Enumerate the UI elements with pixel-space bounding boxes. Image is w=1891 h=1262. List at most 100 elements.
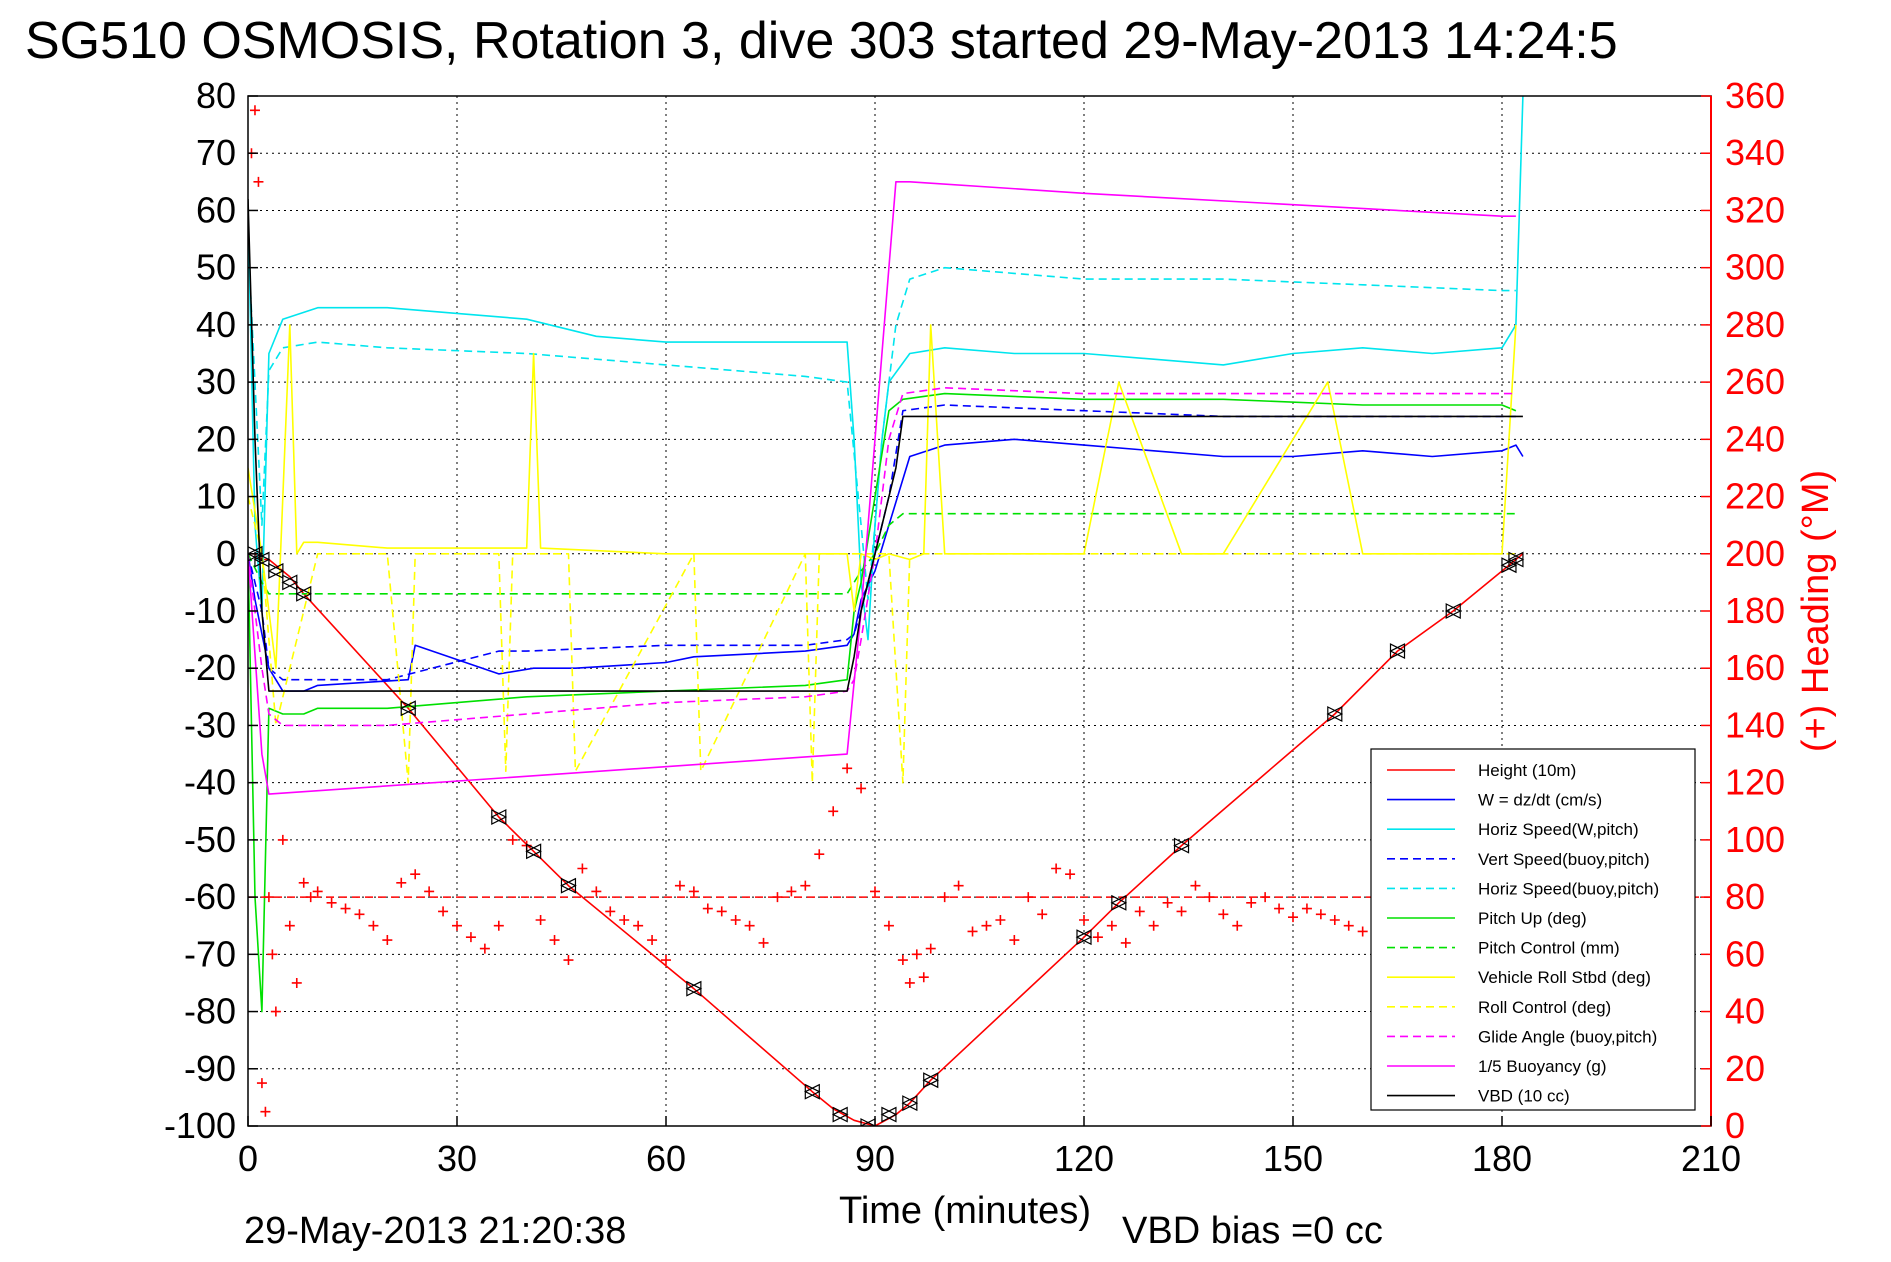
heading-point <box>800 880 811 891</box>
x-tick-label: 90 <box>855 1138 895 1179</box>
left-tick-label: -100 <box>164 1105 236 1146</box>
right-tick-label: 180 <box>1725 590 1785 631</box>
heading-point <box>702 903 713 914</box>
heading-point <box>1246 897 1257 908</box>
left-tick-label: 10 <box>196 476 236 517</box>
heading-point <box>674 880 685 891</box>
legend-label: Pitch Control (mm) <box>1478 939 1620 958</box>
heading-point <box>1134 906 1145 917</box>
heading-point <box>814 849 825 860</box>
left-tick-label: -50 <box>184 819 236 860</box>
heading-point <box>1162 897 1173 908</box>
heading-point <box>828 806 839 817</box>
heading-point <box>953 880 964 891</box>
x-axis-label: Time (minutes) <box>839 1190 1091 1232</box>
heading-point <box>758 937 769 948</box>
left-tick-label: 20 <box>196 418 236 459</box>
legend-box <box>1370 748 1696 1111</box>
heading-point <box>452 920 462 931</box>
heading-point <box>396 877 407 888</box>
right-tick-label: 280 <box>1725 304 1785 345</box>
series-pitch-control-mm <box>248 512 1516 595</box>
left-tick-label: 50 <box>196 247 236 288</box>
heading-point <box>591 886 602 897</box>
x-tick-label: 150 <box>1263 1138 1323 1179</box>
heading-point <box>744 920 755 931</box>
legend-label: Horiz Speed(buoy,pitch) <box>1478 879 1659 898</box>
heading-point <box>1037 909 1048 920</box>
heading-point <box>340 903 351 914</box>
heading-point <box>267 949 278 960</box>
heading-point <box>305 892 316 903</box>
heading-point <box>270 1006 281 1017</box>
heading-point <box>424 886 435 897</box>
left-tick-label: -60 <box>184 876 236 917</box>
waypoint-marker <box>1444 603 1462 619</box>
waypoint-marker <box>1110 894 1128 911</box>
legend: Height (10m) W = dz/dt (cm/s) Horiz Speed(… <box>1370 748 1696 1111</box>
heading-point <box>730 915 741 925</box>
heading-point <box>883 920 894 931</box>
heading-point <box>253 176 264 187</box>
waypoint-marker <box>490 809 508 825</box>
left-tick-label: -80 <box>184 991 236 1032</box>
heading-point <box>1065 869 1076 880</box>
waypoint-marker <box>1507 551 1525 568</box>
left-tick-label: 80 <box>196 75 236 116</box>
waypoint-marker <box>1389 643 1406 660</box>
heading-point <box>1301 903 1312 914</box>
waypoint-marker <box>1173 837 1190 854</box>
heading-point <box>1232 920 1243 931</box>
left-tick-label: -10 <box>184 590 236 631</box>
left-tick-label: 40 <box>196 304 236 345</box>
heading-point <box>312 886 323 897</box>
right-tick-label: 80 <box>1725 876 1765 917</box>
left-tick-label: 70 <box>196 132 236 173</box>
heading-point <box>1204 892 1215 903</box>
left-tick-label: -90 <box>184 1048 236 1089</box>
chart-title: SG510 OSMOSIS, Rotation 3, dive 303 star… <box>25 12 1618 70</box>
heading-point <box>1023 892 1034 903</box>
x-tick-label: 120 <box>1054 1138 1114 1179</box>
heading-point <box>410 869 421 880</box>
series-vbd-10-cc <box>248 198 1523 692</box>
heading-point <box>842 763 853 774</box>
heading-point <box>277 834 288 845</box>
legend-label: Roll Control (deg) <box>1478 998 1611 1017</box>
right-tick-label: 140 <box>1725 704 1785 745</box>
legend-label: Vert Speed(buoy,pitch) <box>1478 850 1650 869</box>
series-glide-angle-buoy-pitch <box>248 386 1516 727</box>
right-tick-label: 60 <box>1725 933 1765 974</box>
x-tick-label: 60 <box>646 1138 686 1179</box>
heading-point <box>939 892 950 903</box>
heading-point <box>1218 909 1229 920</box>
heading-point <box>368 920 379 931</box>
right-tick-label: 0 <box>1725 1105 1745 1146</box>
waypoint-marker <box>1075 929 1093 946</box>
series-vert-speed-buoy-pitch <box>248 404 1516 681</box>
heading-point <box>661 955 671 966</box>
footer-timestamp: 29-May-2013 21:20:38 <box>244 1210 626 1252</box>
right-tick-label: 360 <box>1725 75 1785 116</box>
legend-label: Glide Angle (buoy,pitch) <box>1478 1027 1657 1046</box>
heading-point <box>577 863 588 874</box>
waypoint-marker <box>253 551 271 568</box>
heading-point <box>897 955 908 966</box>
left-tick-label: -40 <box>184 762 236 803</box>
heading-point <box>911 949 922 960</box>
heading-point <box>716 906 727 917</box>
series-pitch-up-deg <box>248 392 1517 1013</box>
left-tick-label: 30 <box>196 361 236 402</box>
waypoint-marker <box>803 1083 821 1100</box>
heading-point <box>870 886 880 897</box>
waypoint-marker <box>685 980 703 997</box>
heading-point <box>1009 935 1020 946</box>
heading-point <box>1315 909 1326 920</box>
waypoint-marker <box>267 562 285 579</box>
heading-point <box>382 935 393 946</box>
right-tick-label: 100 <box>1725 819 1785 860</box>
x-tick-label: 30 <box>437 1138 477 1179</box>
heading-point <box>981 920 992 931</box>
heading-point <box>925 943 936 954</box>
heading-point <box>535 915 546 925</box>
